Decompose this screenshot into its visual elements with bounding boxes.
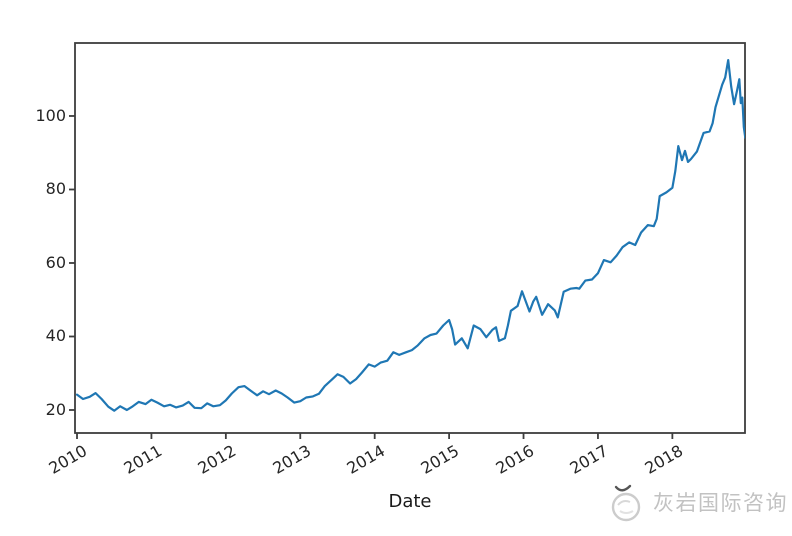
watermark: 灰岩国际咨询	[606, 481, 788, 523]
plot-frame	[74, 42, 746, 434]
y-tick-label: 40	[45, 326, 66, 346]
y-tick-label: 60	[45, 252, 66, 272]
watermark-logo-icon	[611, 484, 641, 522]
axis-tick-marks	[69, 115, 674, 439]
price-series-line	[75, 58, 745, 412]
watermark-text: 灰岩国际咨询	[653, 491, 788, 515]
x-axis-title: Date	[388, 491, 432, 512]
y-tick-label: 20	[45, 399, 66, 419]
y-tick-label: 80	[45, 179, 66, 199]
y-tick-label: 100	[35, 105, 66, 125]
